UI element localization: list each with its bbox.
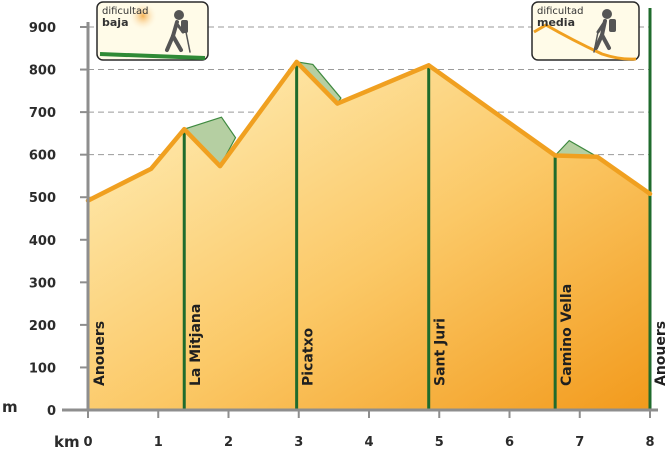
y-tick-label: 300 bbox=[29, 276, 56, 291]
y-tick-label: 800 bbox=[29, 64, 56, 79]
x-tick-label: 5 bbox=[435, 435, 444, 450]
waypoint-labels: Anouers La Mitjana Picatxo Sant Juri Camino … bbox=[92, 284, 669, 386]
y-tick-label: 900 bbox=[29, 21, 56, 36]
badge-baja-line2: baja bbox=[102, 16, 129, 29]
y-tick-label: 400 bbox=[29, 234, 56, 249]
x-tick-label: 1 bbox=[154, 435, 163, 450]
y-axis-unit: m bbox=[2, 398, 18, 416]
badge-media-line2: media bbox=[537, 16, 575, 29]
profile-line bbox=[85, 59, 653, 203]
waypoint-label: Camino Vella bbox=[559, 284, 575, 386]
elevation-area-fill bbox=[88, 61, 650, 410]
x-axis-unit: km bbox=[54, 433, 80, 450]
y-tick-label: 100 bbox=[29, 361, 56, 376]
elevation-area bbox=[88, 61, 650, 410]
difficulty-badge-baja: dificultad baja bbox=[96, 1, 209, 61]
hiker-icon bbox=[165, 10, 191, 53]
badge-baja-line1: dificultad bbox=[102, 6, 148, 17]
waypoint-label: Anouers bbox=[92, 321, 108, 386]
x-tick-label: 4 bbox=[364, 435, 373, 450]
badge-media-line1: dificultad bbox=[537, 6, 583, 17]
waypoint-label: Picatxo bbox=[301, 327, 317, 386]
y-tick-label: 200 bbox=[29, 319, 56, 334]
y-tick-label: 500 bbox=[29, 191, 56, 206]
x-tick-label: 0 bbox=[83, 435, 92, 450]
x-tick-label: 2 bbox=[224, 435, 233, 450]
y-tick-label: 0 bbox=[47, 404, 56, 419]
profile-line-group bbox=[85, 59, 653, 203]
y-tick-label: 600 bbox=[29, 149, 56, 164]
axes: 0 100 200 300 400 500 600 700 800 900 0 1 2 3 4 5 6 7 8 m km bbox=[2, 21, 658, 450]
x-tick-label: 3 bbox=[294, 435, 303, 450]
y-tick-label: 700 bbox=[29, 106, 56, 121]
waypoint-label: Sant Juri bbox=[433, 318, 449, 386]
hiker-icon bbox=[593, 9, 616, 53]
waypoint-label: Anouers bbox=[653, 321, 669, 386]
x-tick-label: 7 bbox=[575, 435, 584, 450]
x-tick-label: 8 bbox=[645, 435, 654, 450]
difficulty-badge-media: dificultad media bbox=[531, 1, 640, 61]
x-tick-label: 6 bbox=[505, 435, 514, 450]
waypoint-label: La Mitjana bbox=[188, 304, 204, 386]
